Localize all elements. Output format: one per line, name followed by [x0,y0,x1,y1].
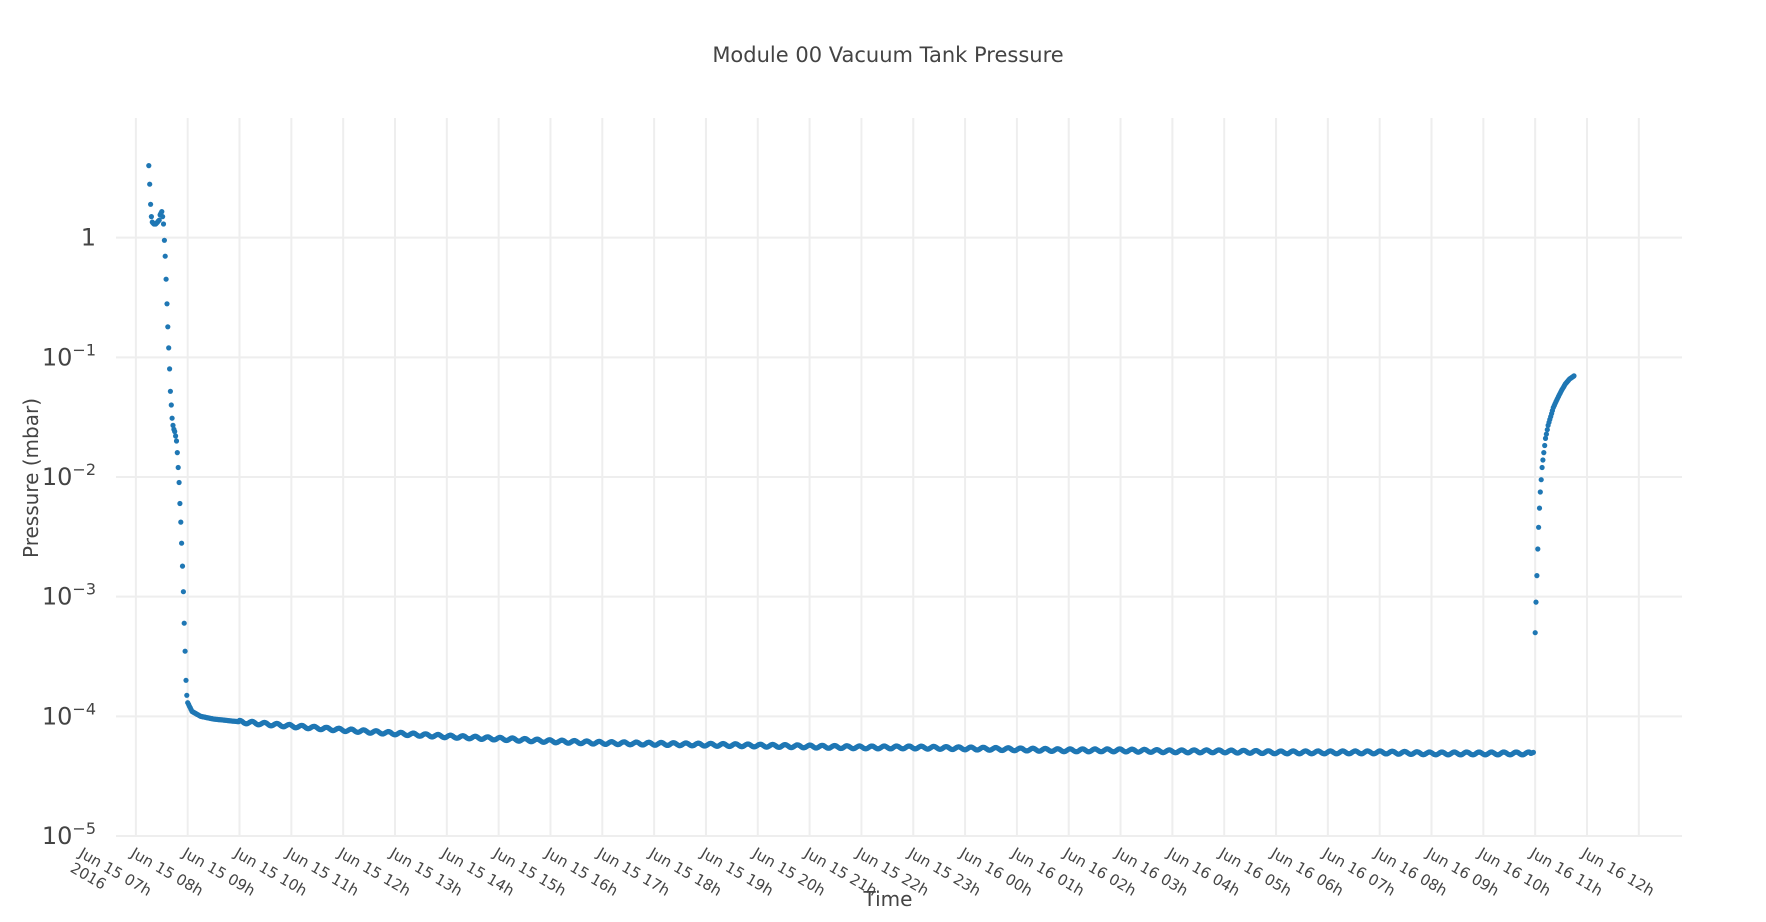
data-point [163,276,169,282]
data-point [1533,599,1539,605]
data-point [183,677,189,683]
x-axis-title: Time [863,887,913,911]
chart-title: Module 00 Vacuum Tank Pressure [712,43,1063,67]
data-point [148,214,154,220]
data-point [184,692,190,698]
data-point [146,163,152,169]
data-point [1543,431,1549,437]
data-point [182,648,188,654]
y-tick-label: 10−4 [42,699,96,730]
data-point [1544,427,1550,433]
data-point [162,253,168,259]
data-point [172,428,178,435]
y-tick-label: 10−3 [42,580,96,611]
y-axis-ticks: 10−5 10−4 10−3 10−2 10−1 1 [42,224,96,850]
data-point [181,620,187,626]
data-point [178,519,184,525]
data-point [165,324,171,330]
data-point [168,402,174,408]
data-point [176,479,182,486]
data-point [1536,524,1542,530]
data-point [1538,477,1544,483]
data-point [166,345,172,351]
data-point [1532,630,1538,636]
data-point [161,237,167,243]
data-point [1541,450,1547,456]
y-tick-label: 10−1 [42,340,96,371]
data-point [148,201,154,207]
data-point [174,450,180,456]
data-point [164,301,170,307]
data-point [175,464,181,471]
data-point [173,433,179,439]
data-point [1542,435,1549,441]
data-point [170,422,176,428]
data-point [167,366,173,372]
data-point [179,540,185,546]
data-point [167,388,173,394]
y-tick-label: 1 [81,224,96,252]
data-point [1530,749,1536,756]
data-point [156,217,162,223]
data-points [146,163,1577,758]
data-point [1537,489,1543,495]
data-point [1540,457,1546,463]
data-point [1535,546,1541,552]
data-point [1539,464,1545,471]
data-point [1542,442,1548,449]
data-point [180,589,186,595]
y-tick-label: 10−5 [42,819,96,850]
data-point [1536,505,1543,511]
y-tick-label: 10−2 [42,460,96,491]
data-point [177,500,183,507]
y-axis-title: Pressure (mbar) [19,398,43,558]
data-point [147,181,153,187]
data-point [160,214,166,220]
data-point [159,209,165,215]
data-point [160,221,167,227]
data-point [1571,373,1577,379]
data-point [169,415,175,421]
data-point [179,563,186,569]
grid-lines [116,118,1682,837]
data-point [173,438,180,444]
data-point [1534,573,1540,579]
